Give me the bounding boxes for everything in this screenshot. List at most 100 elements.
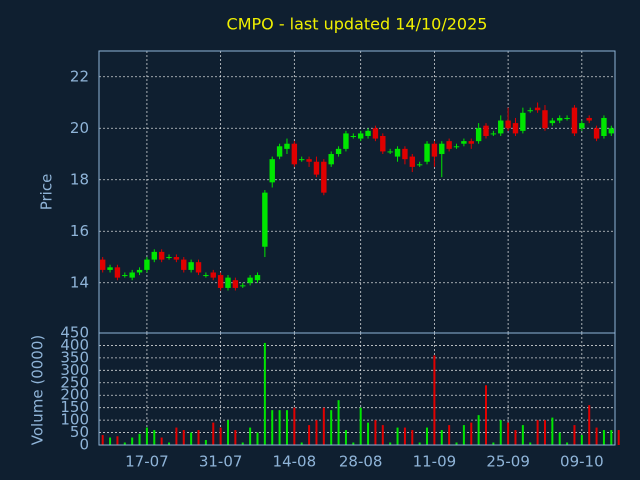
x-tick-label: 25-09 (486, 453, 530, 471)
candle-body (490, 133, 497, 135)
y-tick-label: 22 (70, 67, 89, 85)
volume-bar (566, 442, 569, 445)
candle-body (195, 262, 202, 273)
candle-body (461, 141, 467, 144)
candle-body (431, 143, 438, 157)
candle-body (217, 275, 224, 288)
candle-body (439, 143, 445, 155)
y-tick-label: 250 (60, 373, 89, 391)
candle-body (291, 143, 298, 165)
volume-bar (285, 410, 288, 445)
volume-bar (477, 415, 480, 445)
y-tick-label: 400 (60, 336, 89, 354)
volume-bar (182, 430, 185, 445)
candle-body (158, 251, 165, 260)
candle-body (549, 120, 556, 124)
volume-bar (131, 437, 134, 445)
candle-body (276, 146, 283, 157)
candle-body (203, 275, 209, 277)
y-axis-label: Price (38, 174, 56, 211)
y-tick-label: 20 (70, 119, 89, 137)
volume-bar (344, 430, 347, 445)
volume-bar (308, 425, 311, 445)
volume-bar (359, 407, 362, 445)
candle-body (586, 117, 592, 121)
candle-body (114, 267, 121, 278)
y-tick-label: 150 (60, 398, 89, 416)
volume-bar (145, 427, 148, 445)
volume-bar (381, 425, 384, 445)
volume-bar (322, 407, 325, 445)
volume-bar (573, 425, 576, 445)
candle-body (409, 156, 415, 167)
candle-body (527, 110, 533, 112)
volume-bar (153, 430, 156, 445)
volume-bar (426, 427, 429, 445)
volume-bar (219, 427, 222, 445)
candle-body (453, 146, 460, 148)
candle-body (232, 280, 239, 288)
candle-body (593, 128, 600, 139)
candle-body (542, 110, 548, 129)
volume-bar (330, 410, 333, 445)
y-tick-label: 50 (70, 423, 89, 441)
volume-bar (197, 430, 200, 445)
candle-body (99, 259, 106, 270)
candle-body (498, 120, 504, 134)
volume-bar (470, 422, 473, 445)
y-tick-label: 350 (60, 348, 89, 366)
candle-body (557, 117, 563, 121)
volume-bar (352, 442, 355, 445)
volume-bar (300, 442, 303, 445)
candle-body (151, 251, 157, 260)
chart-title: CMPO - last updated 14/10/2025 (227, 15, 488, 34)
volume-bar (160, 437, 163, 445)
y-tick-label: 200 (60, 386, 89, 404)
y-axis-label: Volume (0000) (29, 335, 47, 445)
candle-body (601, 117, 607, 136)
volume-bar (448, 425, 451, 445)
volume-bar (374, 420, 377, 445)
volume-bar (234, 430, 237, 445)
volume-bar (433, 355, 436, 445)
volume-bar (190, 432, 193, 445)
volume-bar (536, 420, 539, 445)
candle-body (284, 143, 290, 149)
candle-body (571, 107, 578, 134)
candle-body (262, 192, 268, 247)
candle-body (468, 141, 474, 144)
volume-bar (396, 427, 399, 445)
candle-body (188, 262, 194, 270)
volume-bar (492, 442, 495, 445)
volume-bar (543, 420, 546, 445)
volume-bar (558, 432, 561, 445)
volume-bar (249, 427, 252, 445)
volume-bar (204, 440, 207, 445)
candle-body (475, 128, 482, 142)
y-tick-label: 450 (60, 324, 89, 342)
candle-body (254, 275, 261, 281)
volume-bar (610, 430, 613, 445)
x-tick-label: 17-07 (125, 453, 169, 471)
volume-bar (315, 420, 318, 445)
candle-body (247, 277, 253, 283)
candle-body (357, 133, 364, 139)
x-tick-label: 11-09 (413, 453, 457, 471)
volume-bar (455, 442, 458, 445)
volume-bar (123, 442, 126, 445)
candle-body (483, 125, 489, 136)
volume-bar (485, 385, 487, 445)
candle-body (225, 277, 231, 288)
volume-bar (507, 422, 510, 445)
volume-bar (499, 420, 502, 445)
volume-bar (602, 430, 605, 445)
candle-body (335, 148, 342, 155)
volume-bar (514, 430, 517, 445)
candle-body (579, 123, 585, 129)
candle-body (240, 285, 246, 287)
candle-body (343, 133, 349, 149)
plot-frame (98, 332, 616, 446)
volume-bar (367, 422, 370, 445)
candle-body (505, 120, 511, 129)
